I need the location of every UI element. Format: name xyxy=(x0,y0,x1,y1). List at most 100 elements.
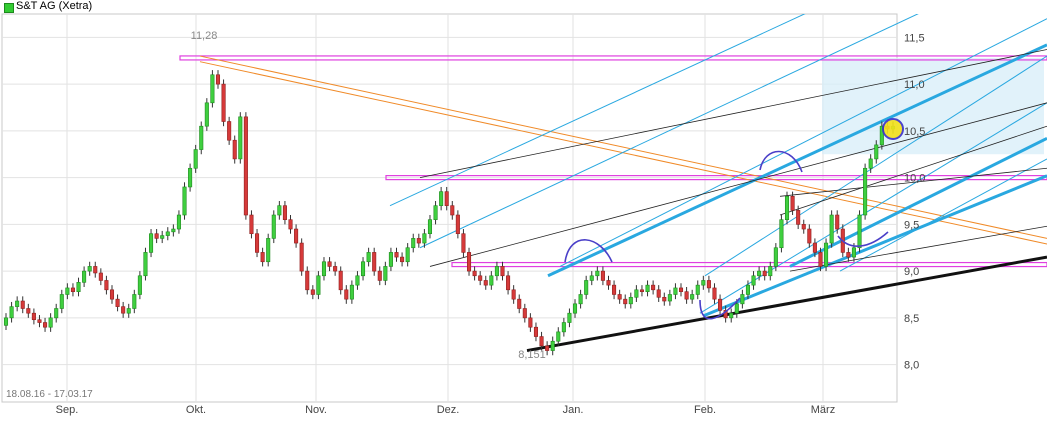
candle-body xyxy=(857,214,862,249)
hand-drawn-arc xyxy=(564,239,613,263)
channel-line-thick xyxy=(547,43,1047,278)
candle-body xyxy=(500,266,505,277)
candle-body xyxy=(321,261,327,277)
candle-body xyxy=(545,345,550,351)
candle-body xyxy=(310,289,315,295)
candle-body xyxy=(556,331,561,342)
candle-body xyxy=(567,312,572,323)
resistance-band xyxy=(451,261,1047,268)
chart-grid xyxy=(1,13,898,403)
candle-body xyxy=(450,205,455,216)
candle-body xyxy=(188,167,193,188)
candle-body xyxy=(673,287,678,295)
candle-body xyxy=(372,252,377,272)
y-tick-label: 9,0 xyxy=(904,266,919,278)
candle-body xyxy=(109,289,115,300)
candle-body xyxy=(740,294,745,305)
candle-body xyxy=(639,289,644,292)
candle-body xyxy=(695,284,700,295)
candle-body xyxy=(701,280,706,286)
x-tick-label: Feb. xyxy=(694,404,716,416)
hand-drawn-arc xyxy=(837,231,889,247)
candle-body xyxy=(3,317,9,326)
candle-body xyxy=(266,238,271,263)
candle-body xyxy=(678,287,684,292)
y-tick-label: 11,5 xyxy=(904,32,925,44)
channel-line-thin xyxy=(559,18,1047,267)
candle-body xyxy=(846,252,851,258)
candle-body xyxy=(584,280,589,295)
candle-body xyxy=(193,149,198,169)
candle-body xyxy=(634,289,639,298)
y-tick-label: 8,0 xyxy=(904,360,919,372)
candle-body xyxy=(550,340,555,351)
candle-body xyxy=(712,287,717,300)
candle-body xyxy=(427,219,433,235)
axis-labels: 8,0 8,5 9,0 9,5 10,0 10,5 11,0 11,5 Sep. Okt. Nov.… xyxy=(56,32,926,416)
channel-line-thin xyxy=(704,55,1047,277)
candle-body xyxy=(277,205,282,216)
candle-body xyxy=(165,231,170,236)
candle-body xyxy=(327,261,332,267)
candle-body xyxy=(667,294,672,302)
downtrend-line-lower xyxy=(199,61,1047,245)
candle-body xyxy=(489,275,494,286)
candle-body xyxy=(87,266,92,272)
support-line xyxy=(526,255,1047,353)
candle-body xyxy=(243,116,248,216)
candle-body xyxy=(645,284,650,292)
candle-body xyxy=(98,272,103,281)
candle-body xyxy=(578,294,583,305)
candle-body xyxy=(718,298,723,311)
candle-body xyxy=(829,214,834,244)
candle-body xyxy=(48,317,53,328)
candle-body xyxy=(416,238,421,244)
candle-body xyxy=(15,300,20,307)
candle-body xyxy=(82,270,87,283)
y-tick-label: 10,5 xyxy=(904,126,925,138)
channel-line-thin xyxy=(389,14,806,207)
candle-body xyxy=(617,294,622,300)
candle-body xyxy=(405,247,410,263)
channel-line-thick xyxy=(702,174,1047,318)
candle-body xyxy=(483,280,488,286)
candle-body xyxy=(338,270,343,291)
candle-body xyxy=(768,266,773,277)
x-tick-label: Nov. xyxy=(305,404,327,416)
candle-body xyxy=(37,319,42,323)
date-range-label: 18.08.16 - 17.03.17 xyxy=(6,389,93,400)
candle-body xyxy=(54,308,59,319)
candle-body xyxy=(824,242,829,267)
candle-body xyxy=(232,139,237,160)
candle-body xyxy=(149,233,154,253)
candle-body xyxy=(623,298,628,305)
candle-body xyxy=(757,270,762,277)
candle-body xyxy=(316,275,321,295)
candle-body xyxy=(366,252,371,263)
candle-body xyxy=(154,233,159,239)
candle-body xyxy=(835,214,840,230)
hand-drawn-annotations xyxy=(564,117,904,320)
candle-body xyxy=(411,238,416,249)
candle-body xyxy=(20,300,25,309)
candle-body xyxy=(879,125,884,146)
candle-body xyxy=(271,214,276,239)
candle-body xyxy=(745,284,750,295)
candle-body xyxy=(388,252,393,267)
candle-body xyxy=(628,296,633,305)
candle-body xyxy=(333,266,338,272)
candle-body xyxy=(868,158,873,169)
candle-body xyxy=(801,224,806,230)
candle-body xyxy=(361,261,366,277)
candle-body xyxy=(400,256,405,263)
x-tick-label: März xyxy=(811,404,835,416)
candle-body xyxy=(9,306,14,319)
candle-body xyxy=(812,242,817,253)
candle-body xyxy=(863,167,868,216)
candle-body xyxy=(662,296,667,302)
candle-body xyxy=(76,282,81,292)
highlight-circle xyxy=(882,117,904,140)
candle-body xyxy=(818,252,823,267)
y-tick-label: 10,0 xyxy=(904,173,925,185)
